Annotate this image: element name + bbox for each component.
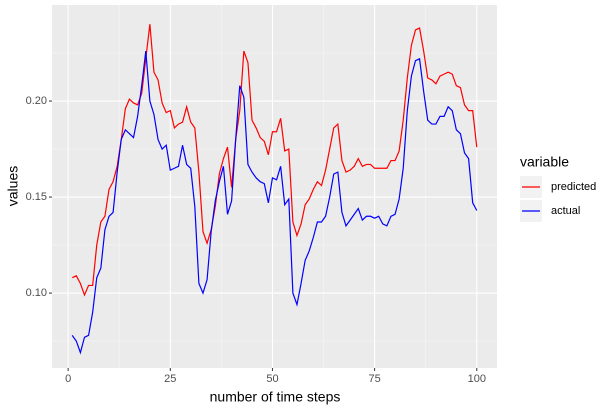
x-axis-label: number of time steps bbox=[210, 389, 341, 405]
y-tick-label: 0.15 bbox=[26, 191, 47, 203]
y-tick-label: 0.20 bbox=[26, 95, 47, 107]
x-tick-label: 75 bbox=[368, 373, 380, 385]
legend-label: actual bbox=[551, 205, 580, 217]
x-tick-label: 100 bbox=[468, 373, 486, 385]
legend-label: predicted bbox=[551, 181, 596, 193]
series-line bbox=[71, 51, 478, 355]
x-tick-label: 50 bbox=[266, 373, 278, 385]
legend-title: variable bbox=[520, 154, 569, 170]
y-tick-label: 0.10 bbox=[26, 287, 47, 299]
y-axis-label: values bbox=[5, 166, 21, 206]
x-tick-label: 25 bbox=[164, 373, 176, 385]
x-tick-label: 0 bbox=[65, 373, 71, 385]
panel bbox=[52, 5, 497, 368]
